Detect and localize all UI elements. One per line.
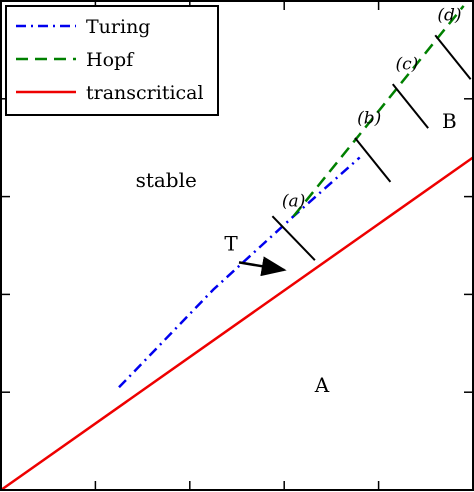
panel-marker-a	[271, 215, 316, 261]
series-line-transcritical	[1, 156, 473, 490]
legend-label-hopf: Hopf	[86, 49, 135, 71]
legend: Turing Hopf transcritical	[5, 5, 219, 116]
panel-marker-d	[434, 34, 472, 80]
label-layer: stable A B T	[136, 109, 457, 397]
legend-label-transcritical: transcritical	[86, 82, 204, 104]
legend-label-turing: Turing	[86, 16, 150, 38]
region-label-a: A	[314, 373, 330, 397]
series-line-hopf	[292, 5, 465, 217]
region-label-b: B	[442, 109, 457, 133]
panel-marker-layer: (a) (b) (c) (d)	[271, 6, 472, 261]
panel-label-d: (d)	[437, 6, 461, 26]
annotation-arrow	[238, 256, 287, 277]
panel-label-c: (c)	[396, 54, 419, 74]
panel-label-b: (b)	[357, 108, 381, 128]
annotation-label-t: T	[224, 231, 238, 255]
series-layer	[1, 5, 473, 490]
region-label-stable: stable	[136, 168, 197, 192]
panel-marker-c	[391, 83, 429, 129]
series-line-turing	[118, 156, 361, 389]
legend-box	[5, 5, 219, 116]
panel-marker-b	[354, 137, 392, 183]
panel-label-a: (a)	[282, 191, 305, 211]
